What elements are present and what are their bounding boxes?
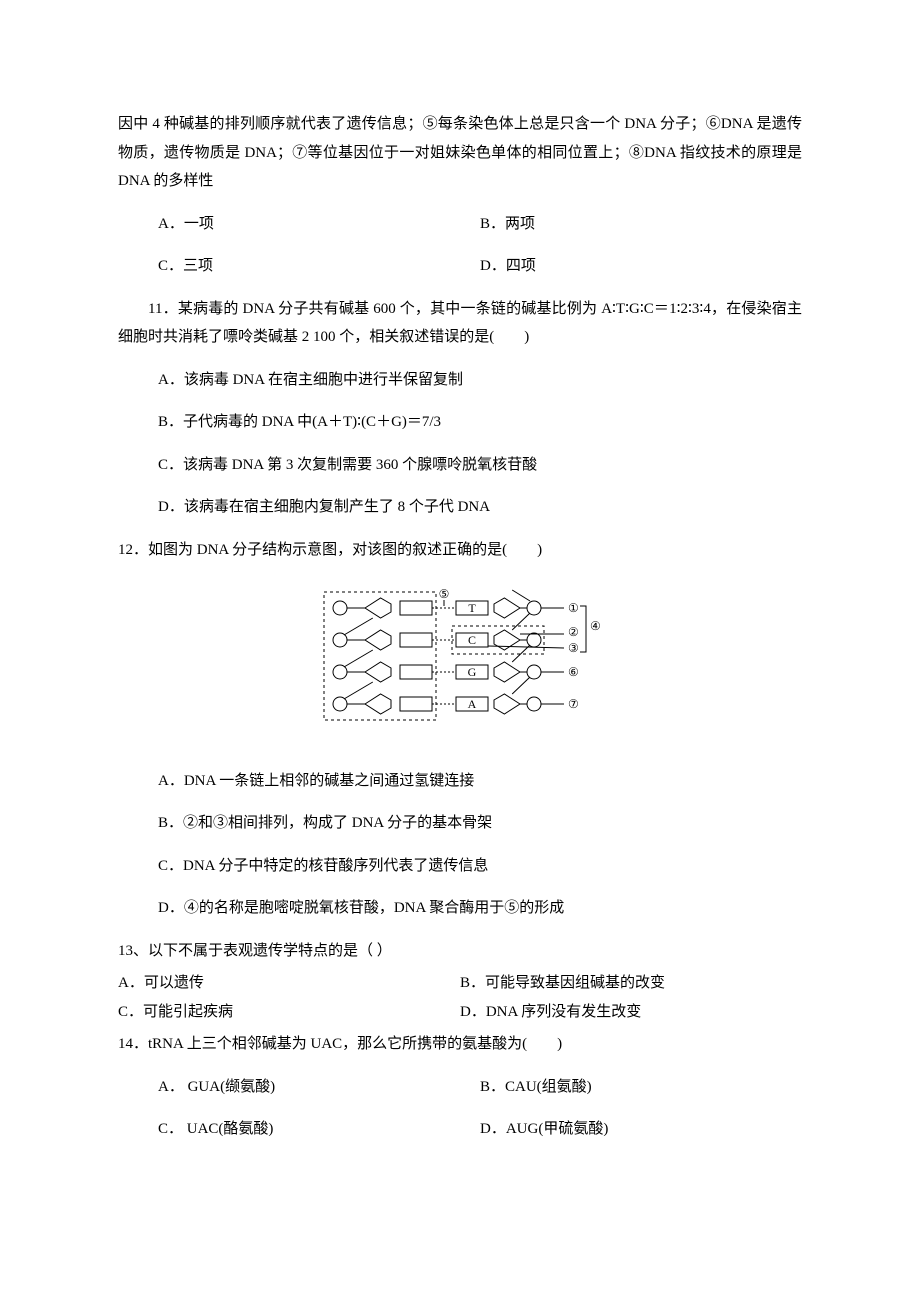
svg-text:①: ①: [568, 601, 579, 615]
q10-opt-d: D．四项: [480, 252, 802, 281]
svg-text:C: C: [468, 633, 476, 647]
q12-opt-b: B．②和③相间排列，构成了 DNA 分子的基本骨架: [158, 809, 802, 838]
q10-options-row2: C．三项 D．四项: [158, 252, 802, 281]
q12-stem: 12．如图为 DNA 分子结构示意图，对该图的叙述正确的是( ): [118, 536, 802, 565]
q14-stem: 14．tRNA 上三个相邻碱基为 UAC，那么它所携带的氨基酸为( ): [118, 1030, 802, 1059]
q13-opt-c: C．可能引起疾病: [118, 998, 460, 1027]
q11-opt-a: A．该病毒 DNA 在宿主细胞中进行半保留复制: [158, 366, 802, 395]
q10-opt-a: A．一项: [158, 210, 480, 239]
q14-opt-a: A． GUA(缬氨酸): [158, 1073, 480, 1102]
q13-opt-a: A．可以遗传: [118, 969, 460, 998]
q12-options: A．DNA 一条链上相邻的碱基之间通过氢键连接 B．②和③相间排列，构成了 DN…: [158, 767, 802, 923]
dna-structure-diagram: T C G A ⑤ ① ② ③④ ⑥ ⑦: [310, 578, 610, 738]
page-content: 因中 4 种碱基的排列顺序就代表了遗传信息；⑤每条染色体上总是只含一个 DNA …: [0, 0, 920, 1268]
q12-diagram: T C G A ⑤ ① ② ③④ ⑥ ⑦: [118, 578, 802, 749]
svg-text:T: T: [468, 601, 476, 615]
q10-options-row1: A．一项 B．两项: [158, 210, 802, 239]
q11-stem: 11．某病毒的 DNA 分子共有碱基 600 个，其中一条链的碱基比例为 A∶T…: [118, 295, 802, 352]
q13-options: A．可以遗传 B．可能导致基因组碱基的改变 C．可能引起疾病 D．DNA 序列没…: [118, 969, 802, 1026]
q14-opt-b: B．CAU(组氨酸): [480, 1073, 802, 1102]
svg-text:G: G: [468, 665, 477, 679]
q13-opt-d: D．DNA 序列没有发生改变: [460, 998, 802, 1027]
q11-options: A．该病毒 DNA 在宿主细胞中进行半保留复制 B．子代病毒的 DNA 中(A＋…: [158, 366, 802, 522]
q12-opt-a: A．DNA 一条链上相邻的碱基之间通过氢键连接: [158, 767, 802, 796]
q10-opt-b: B．两项: [480, 210, 802, 239]
svg-text:A: A: [468, 697, 477, 711]
svg-text:②: ②: [568, 625, 579, 639]
svg-text:⑥: ⑥: [568, 665, 579, 679]
svg-text:④: ④: [590, 619, 601, 633]
q14-opt-c: C． UAC(酪氨酸): [158, 1115, 480, 1144]
q12-opt-d: D．④的名称是胞嘧啶脱氧核苷酸，DNA 聚合酶用于⑤的形成: [158, 894, 802, 923]
q13-opt-b: B．可能导致基因组碱基的改变: [460, 969, 802, 998]
q14-options: A． GUA(缬氨酸) B．CAU(组氨酸) C． UAC(酪氨酸) D．AUG…: [158, 1073, 802, 1144]
q10-opt-c: C．三项: [158, 252, 480, 281]
svg-text:③: ③: [568, 641, 579, 655]
q11-opt-d: D．该病毒在宿主细胞内复制产生了 8 个子代 DNA: [158, 493, 802, 522]
q12-opt-c: C．DNA 分子中特定的核苷酸序列代表了遗传信息: [158, 852, 802, 881]
q13-stem: 13、以下不属于表观遗传学特点的是（ ）: [118, 937, 802, 966]
q11-opt-b: B．子代病毒的 DNA 中(A＋T)∶(C＋G)＝7/3: [158, 408, 802, 437]
q14-opt-d: D．AUG(甲硫氨酸): [480, 1115, 802, 1144]
svg-text:⑤: ⑤: [439, 587, 450, 601]
svg-text:⑦: ⑦: [568, 697, 579, 711]
q11-opt-c: C．该病毒 DNA 第 3 次复制需要 360 个腺嘌呤脱氧核苷酸: [158, 451, 802, 480]
q10-continuation: 因中 4 种碱基的排列顺序就代表了遗传信息；⑤每条染色体上总是只含一个 DNA …: [118, 110, 802, 196]
